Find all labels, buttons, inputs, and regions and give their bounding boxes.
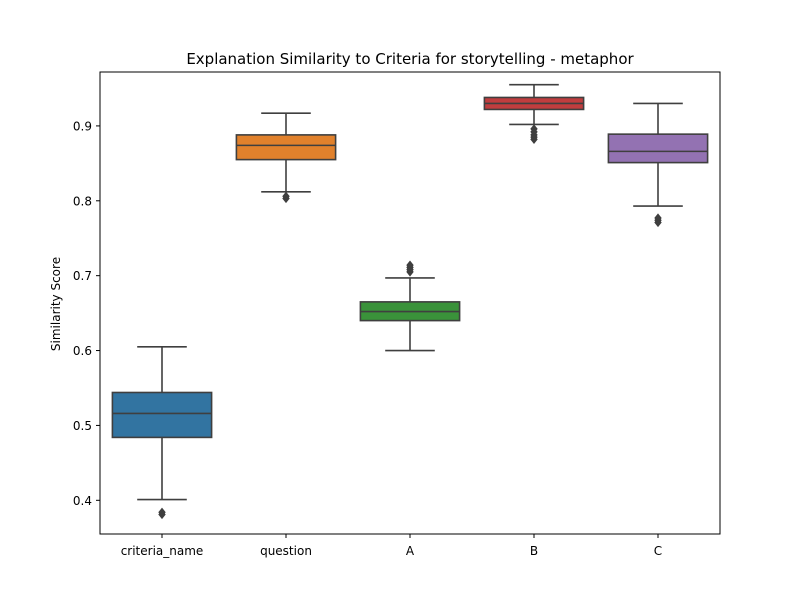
plot-frame — [99, 71, 721, 535]
outlier-a — [406, 260, 414, 270]
y-tick-label: 0.6 — [73, 344, 92, 358]
y-tick-label: 0.7 — [73, 269, 92, 283]
outlier-c — [654, 213, 662, 223]
y-tick-label: 0.9 — [73, 119, 92, 133]
box-c — [607, 133, 709, 164]
box-criteria-name — [111, 391, 213, 439]
box-question — [235, 134, 337, 161]
x-tick-label-b: B — [530, 544, 538, 558]
y-tick-label: 0.5 — [73, 419, 92, 433]
x-tick-label-criteria-name: criteria_name — [121, 544, 204, 558]
outlier-question — [282, 191, 290, 201]
outlier-b — [530, 124, 538, 134]
x-tick-label-a: A — [406, 544, 415, 558]
plot-area: 0.4 0.5 0.6 0.7 0.8 0.9 criteria_name question A… — [73, 71, 721, 558]
y-tick-label: 0.8 — [73, 194, 92, 208]
y-axis-label: Similarity Score — [49, 257, 63, 351]
x-tick-label-c: C — [654, 544, 662, 558]
chart-title: Explanation Similarity to Criteria for s… — [186, 50, 634, 68]
outlier-criteria-name — [158, 507, 166, 517]
x-tick-label-question: question — [260, 544, 312, 558]
y-tick-label: 0.4 — [73, 494, 92, 508]
